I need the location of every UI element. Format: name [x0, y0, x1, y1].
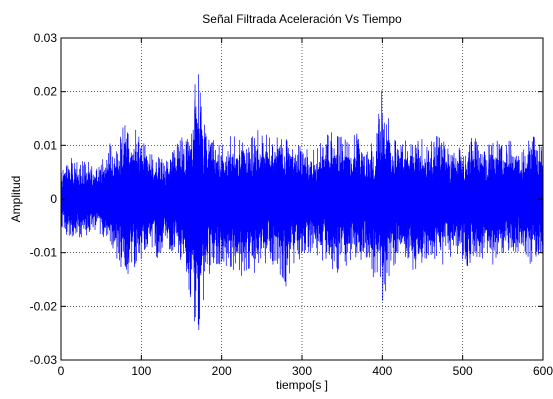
y-tick-labels: -0.03 -0.02 -0.01 0 0.01 0.02 0.03: [30, 31, 58, 367]
x-tick-label: 200: [212, 364, 232, 378]
y-tick-label: -0.02: [30, 299, 58, 313]
x-tick-label: 400: [372, 364, 392, 378]
y-tick-label: 0.02: [34, 85, 58, 99]
y-axis-label: Amplitud: [9, 176, 23, 223]
y-tick-label: 0: [50, 192, 57, 206]
signal-series: [60, 74, 544, 330]
signal-trace: [60, 74, 544, 330]
x-tick-label: 0: [58, 364, 65, 378]
ticks: [60, 37, 544, 361]
x-tick-labels: 0 100 200 300 400 500 600: [58, 364, 553, 378]
x-tick-label: 500: [453, 364, 473, 378]
y-tick-label: 0.03: [34, 31, 58, 45]
x-tick-label: 100: [131, 364, 151, 378]
chart-title: Señal Filtrada Aceleración Vs Tiempo: [202, 12, 402, 26]
y-tick-label: 0.01: [34, 138, 58, 152]
x-tick-label: 600: [533, 364, 553, 378]
x-axis-label: tiempo[s ]: [276, 378, 328, 392]
y-tick-label: -0.03: [30, 353, 58, 367]
x-tick-label: 300: [292, 364, 312, 378]
y-tick-label: -0.01: [30, 246, 58, 260]
